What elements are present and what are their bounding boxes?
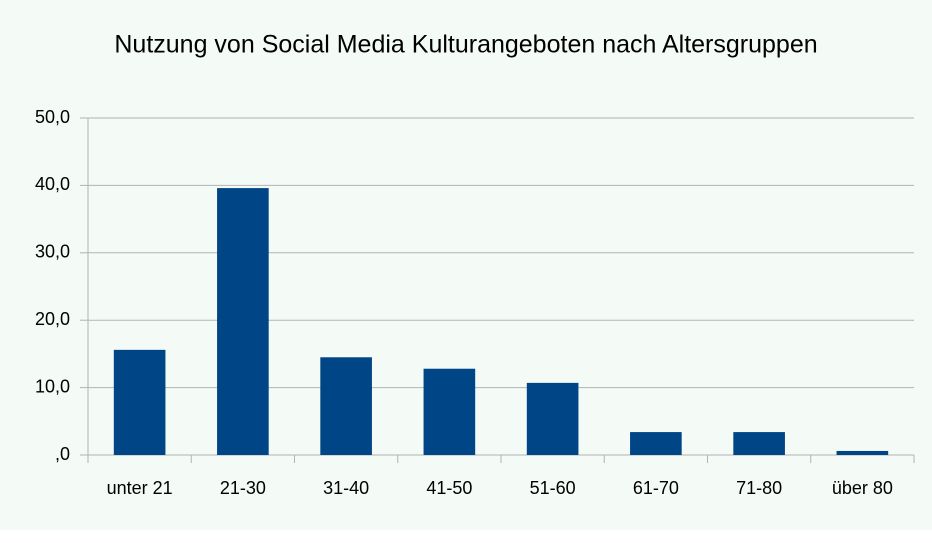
chart-title: Nutzung von Social Media Kulturangeboten… [114,31,817,59]
x-tick-label: 31-40 [323,478,369,498]
y-tick-label: 10,0 [35,376,70,396]
bar [836,450,889,455]
x-tick-label: 61-70 [633,478,679,498]
bar [630,432,682,455]
bar [113,349,166,455]
bar [526,382,579,455]
bar [423,368,476,455]
x-tick-label: 71-80 [736,478,782,498]
x-tick-label: 41-50 [426,478,472,498]
x-tick-label: 21-30 [220,478,266,498]
bar [217,188,269,455]
y-tick-label: ,0 [55,444,70,464]
bar [733,432,785,455]
y-tick-label: 50,0 [35,107,70,127]
x-tick-label: über 80 [832,478,893,498]
y-tick-label: 40,0 [35,174,70,194]
x-tick-label: unter 21 [107,478,173,498]
y-tick-label: 20,0 [35,309,70,329]
y-tick-label: 30,0 [35,242,70,262]
x-tick-label: 51-60 [530,478,576,498]
bar [320,357,372,455]
